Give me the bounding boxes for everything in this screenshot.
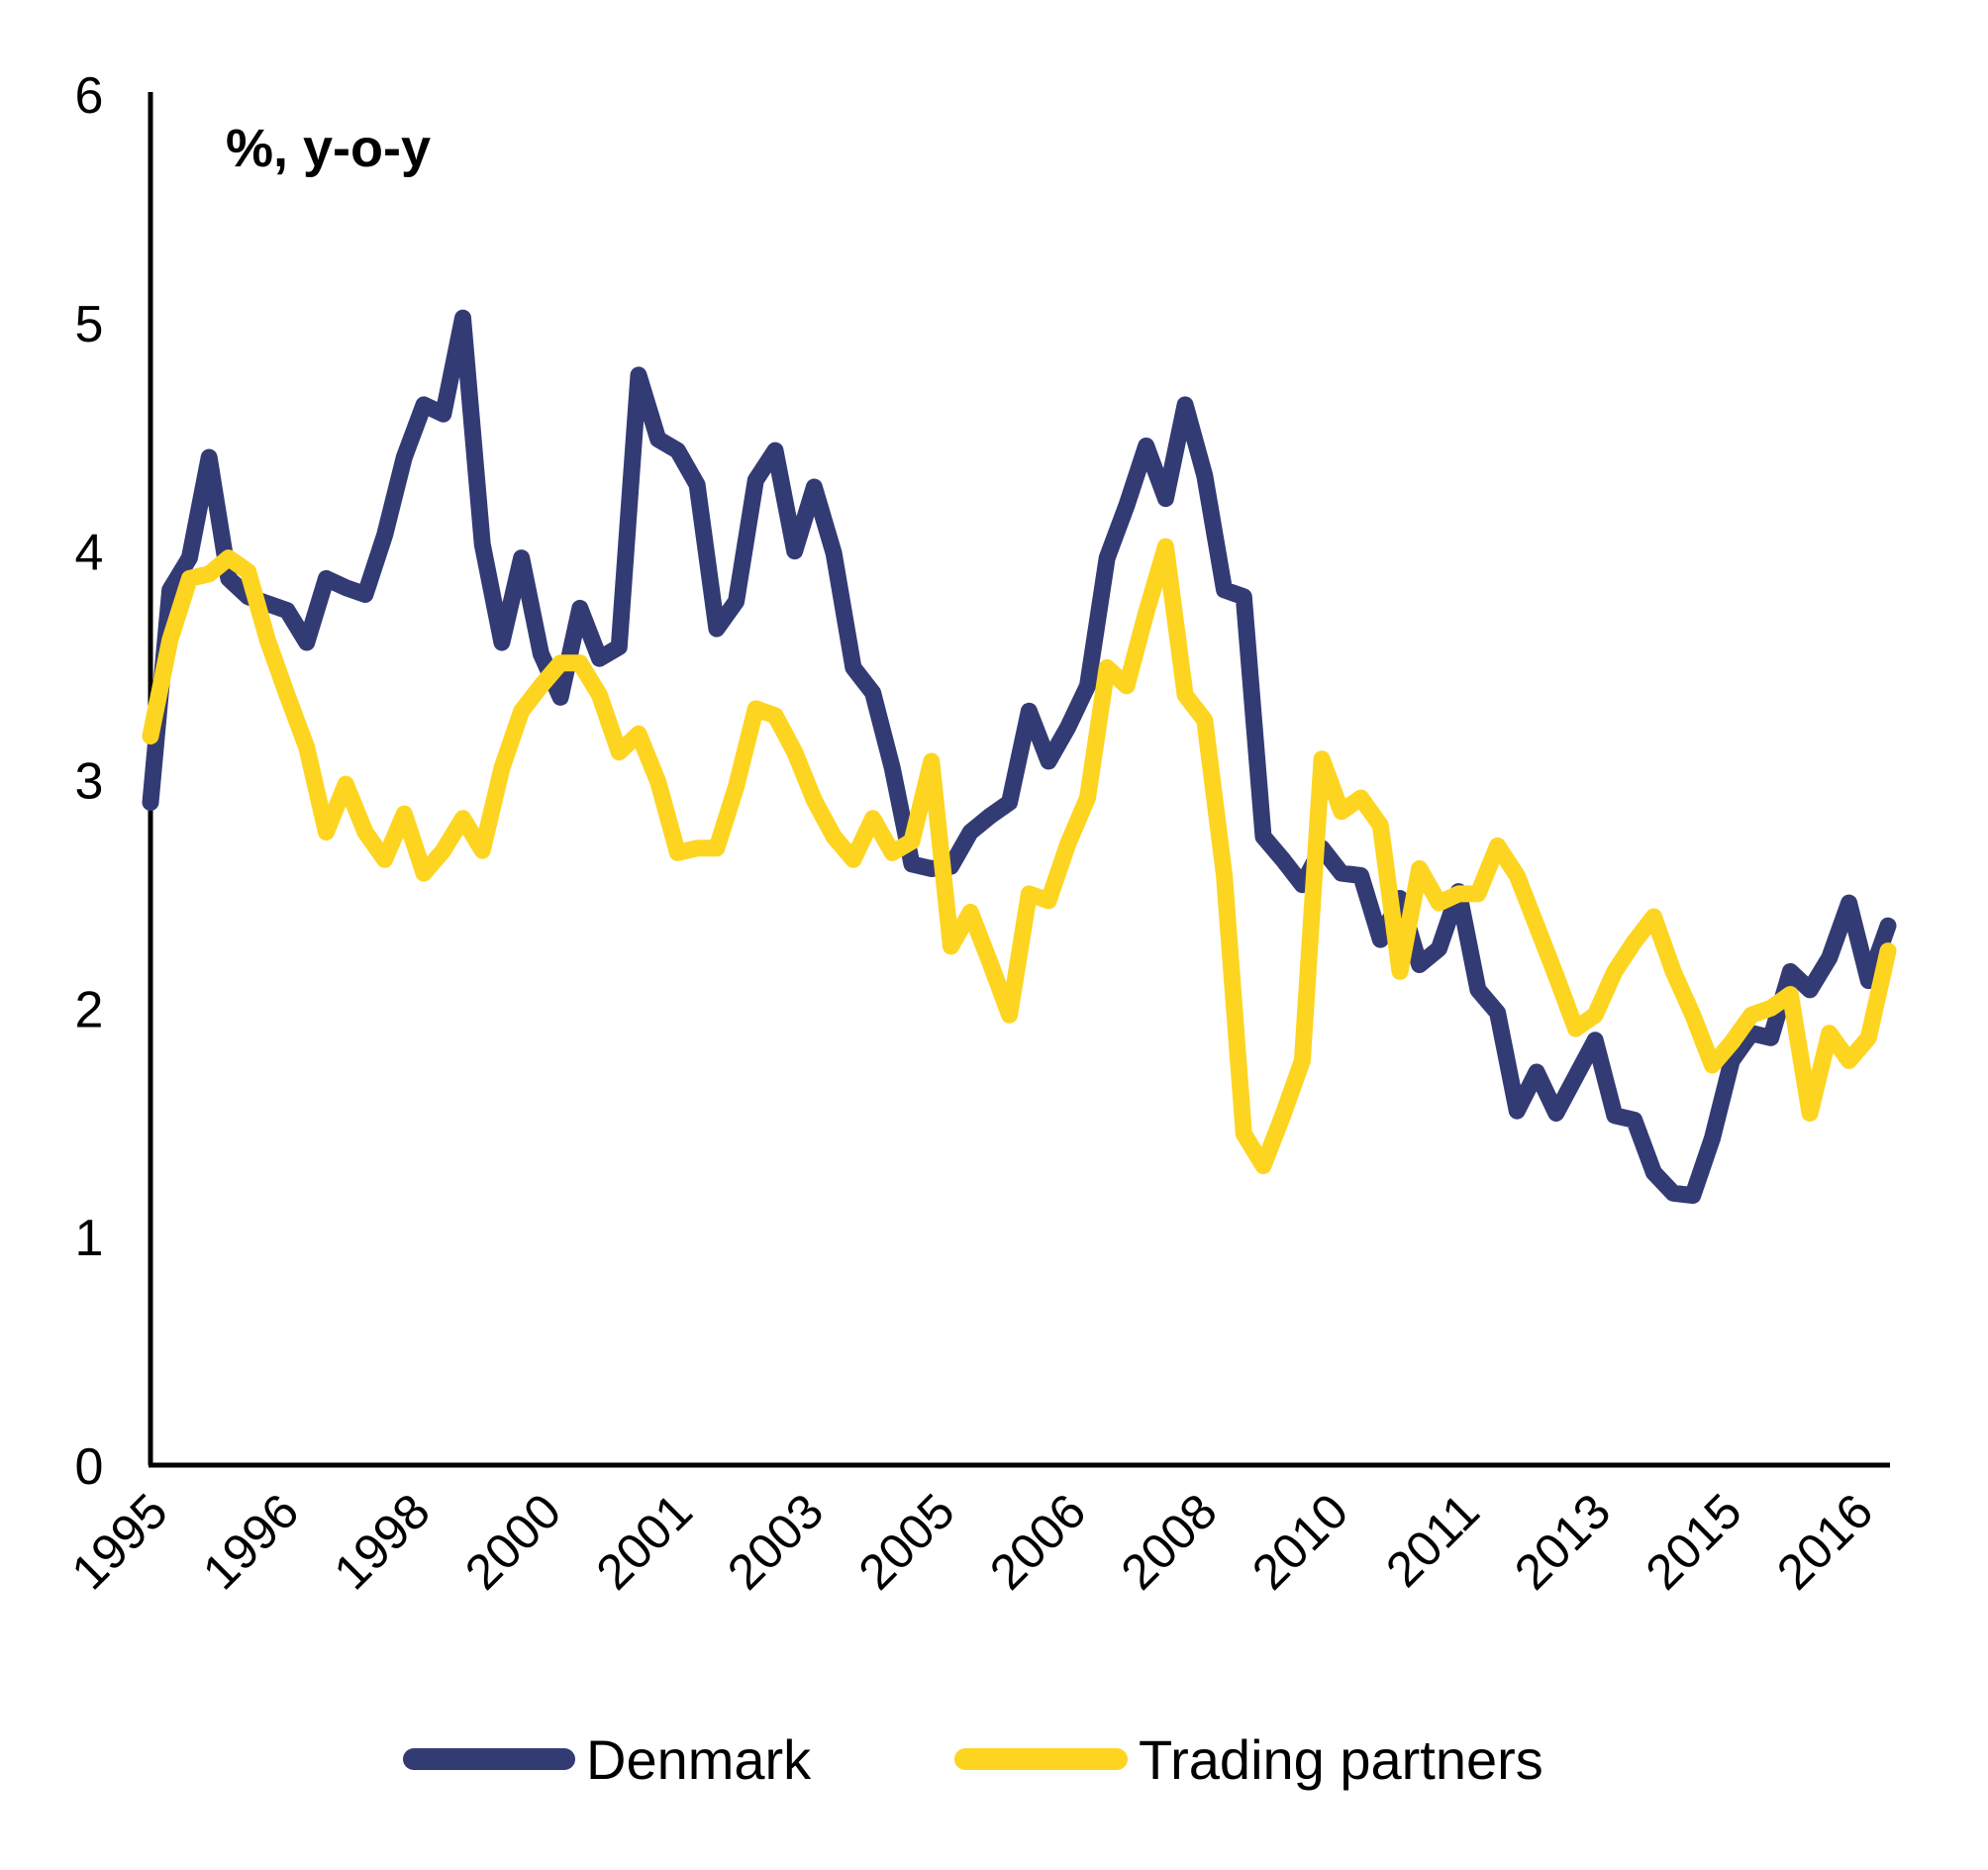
series-line-trading-partners bbox=[142, 538, 1897, 1175]
x-tick-label: 2010 bbox=[1242, 1483, 1358, 1600]
unit-label: %, y-o-y bbox=[226, 119, 431, 178]
x-tick-label: 2015 bbox=[1636, 1483, 1752, 1600]
y-tick-label: 6 bbox=[75, 67, 104, 125]
y-tick-label: 2 bbox=[75, 981, 104, 1038]
x-tick-label: 2016 bbox=[1766, 1483, 1883, 1600]
series-line-denmark bbox=[142, 309, 1897, 1205]
x-tick-label: 2008 bbox=[1111, 1483, 1228, 1600]
x-tick-label: 2005 bbox=[848, 1483, 965, 1600]
x-tick-label: 1998 bbox=[324, 1483, 441, 1600]
y-tick-label: 3 bbox=[75, 753, 104, 811]
x-tick-label: 1995 bbox=[61, 1483, 178, 1600]
x-tick-label: 2011 bbox=[1375, 1483, 1490, 1598]
legend-item-trading-partners: Trading partners bbox=[954, 1728, 1543, 1791]
y-tick-label: 4 bbox=[75, 525, 104, 582]
x-tick-label: 2013 bbox=[1504, 1483, 1621, 1600]
legend-label-trading-partners: Trading partners bbox=[1139, 1728, 1543, 1791]
legend-label-denmark: Denmark bbox=[586, 1728, 812, 1791]
y-tick-label: 1 bbox=[75, 1210, 104, 1267]
x-tick-label: 2000 bbox=[454, 1483, 571, 1600]
legend: Denmark Trading partners bbox=[403, 1728, 1543, 1791]
y-tick-label: 0 bbox=[75, 1438, 104, 1496]
series-layer bbox=[142, 309, 1897, 1205]
x-axis-ticks: 1995 1996 1998 2000 2001 2003 2005 2006 2008 2010… bbox=[61, 1483, 1884, 1600]
x-tick-label: 2003 bbox=[717, 1483, 834, 1600]
y-tick-label: 5 bbox=[75, 296, 104, 353]
x-tick-label: 1996 bbox=[192, 1483, 309, 1600]
x-tick-label: 2006 bbox=[979, 1483, 1096, 1600]
x-tick-label: 2001 bbox=[586, 1483, 703, 1600]
y-axis-ticks: 0 1 2 3 4 5 6 bbox=[75, 67, 104, 1496]
legend-item-denmark: Denmark bbox=[403, 1728, 812, 1791]
